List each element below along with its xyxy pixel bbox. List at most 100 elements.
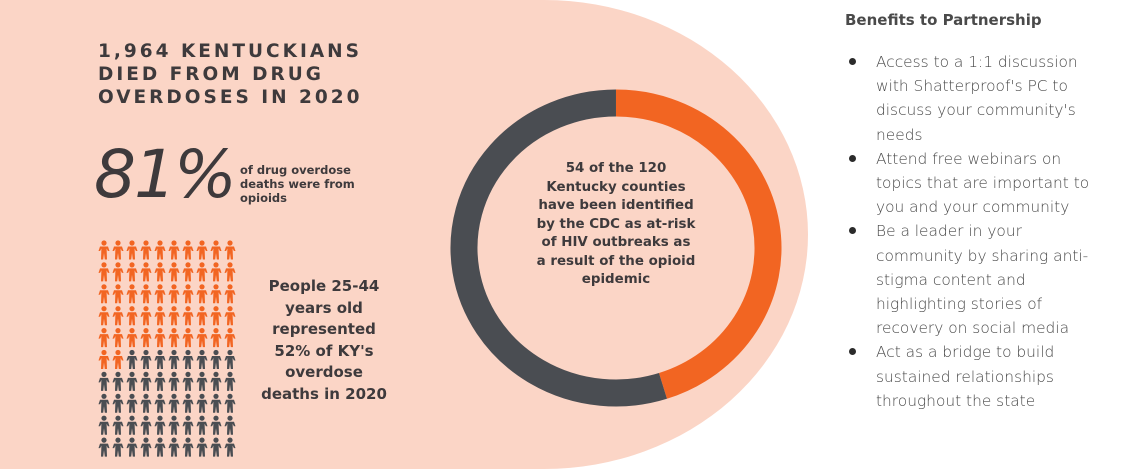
- benefit-line: Attend free webinars on: [876, 149, 1062, 168]
- person-icon: [182, 284, 194, 304]
- person-icon: [98, 328, 110, 348]
- person-icon: [196, 240, 208, 260]
- person-icon: [196, 415, 208, 435]
- note-line: opioids: [240, 191, 287, 205]
- opioid-percentage-note: of drug overdose deaths were from opioid…: [240, 163, 390, 205]
- note-line: years old: [285, 298, 363, 317]
- person-icon: [196, 349, 208, 369]
- person-icon: [112, 437, 124, 457]
- person-icon: [210, 371, 222, 391]
- person-icon: [196, 284, 208, 304]
- county-line: 54 of the 120: [565, 161, 667, 176]
- person-icon: [140, 349, 152, 369]
- person-icon: [140, 306, 152, 326]
- person-icon: [224, 349, 236, 369]
- person-icon: [210, 393, 222, 413]
- person-icon: [140, 393, 152, 413]
- person-icon: [224, 328, 236, 348]
- person-icon: [112, 284, 124, 304]
- note-line: of drug overdose: [240, 163, 351, 177]
- opioid-percentage: 81%: [94, 136, 237, 213]
- benefit-line: Act as a bridge to build: [876, 343, 1055, 362]
- person-icon: [140, 240, 152, 260]
- person-icon: [210, 284, 222, 304]
- person-icon: [182, 306, 194, 326]
- person-icon: [154, 240, 166, 260]
- person-icon: [168, 349, 180, 369]
- person-icon: [98, 393, 110, 413]
- person-icon: [154, 306, 166, 326]
- headline-line: 1,964 KENTUCKIANS: [98, 41, 362, 62]
- benefit-line: Access to a 1:1 discussion: [876, 53, 1078, 71]
- person-icon: [98, 349, 110, 369]
- person-icon: [154, 262, 166, 282]
- person-icon: [98, 371, 110, 391]
- person-icon: [168, 393, 180, 413]
- person-icon: [126, 437, 138, 457]
- person-icon: [196, 393, 208, 413]
- bullet-icon: [849, 154, 856, 162]
- person-icon: [182, 415, 194, 435]
- person-icon: [98, 437, 110, 457]
- benefit-line: community by sharing anti-: [876, 246, 1089, 265]
- person-icon: [168, 437, 180, 457]
- person-icon: [224, 393, 236, 413]
- county-stat-text: 54 of the 120 Kentucky counties have bee…: [504, 160, 728, 290]
- person-icon: [196, 328, 208, 348]
- person-icon: [196, 437, 208, 457]
- person-icon: [112, 393, 124, 413]
- person-icon: [210, 328, 222, 348]
- benefit-line: sustained relationships: [876, 367, 1054, 386]
- benefit-line: highlighting stories of: [876, 295, 1043, 314]
- person-icon: [154, 371, 166, 391]
- note-line: represented: [272, 320, 376, 338]
- infographic-panel: 1,964 KENTUCKIANS DIED FROM DRUG OVERDOS…: [0, 0, 808, 469]
- person-icon: [182, 393, 194, 413]
- person-icon: [126, 240, 138, 260]
- person-icon: [112, 349, 124, 369]
- person-icon: [112, 306, 124, 326]
- person-icon: [126, 262, 138, 282]
- person-icon: [182, 240, 194, 260]
- person-icon: [126, 393, 138, 413]
- benefit-line: with Shatterproof's PC to: [876, 77, 1068, 96]
- person-icon: [154, 437, 166, 457]
- person-icon: [182, 437, 194, 457]
- person-icon: [182, 371, 194, 391]
- person-icon: [140, 328, 152, 348]
- note-line: 52% of KY's: [274, 341, 374, 360]
- person-icon: [210, 437, 222, 457]
- county-line: of HIV outbreaks as: [541, 235, 691, 250]
- people-pictogram: [98, 240, 236, 457]
- person-icon: [210, 262, 222, 282]
- person-icon: [196, 262, 208, 282]
- note-line: People 25-44: [268, 277, 380, 295]
- person-icon: [112, 371, 124, 391]
- person-icon: [182, 262, 194, 282]
- headline: 1,964 KENTUCKIANS DIED FROM DRUG OVERDOS…: [98, 40, 363, 109]
- person-icon: [140, 262, 152, 282]
- person-icon: [154, 349, 166, 369]
- person-icon: [210, 240, 222, 260]
- person-icon: [126, 306, 138, 326]
- person-icon: [168, 328, 180, 348]
- person-icon: [112, 415, 124, 435]
- benefit-line: discuss your community's: [876, 101, 1076, 120]
- person-icon: [168, 415, 180, 435]
- person-icon: [126, 349, 138, 369]
- person-icon: [98, 262, 110, 282]
- person-icon: [168, 262, 180, 282]
- person-icon: [224, 437, 236, 457]
- person-icon: [140, 437, 152, 457]
- person-icon: [98, 284, 110, 304]
- county-line: Kentucky counties: [546, 179, 686, 195]
- note-line: overdose: [285, 363, 363, 381]
- person-icon: [126, 284, 138, 304]
- benefit-line: Be a leader in your: [876, 222, 1022, 241]
- person-icon: [224, 284, 236, 304]
- person-icon: [98, 240, 110, 260]
- person-icon: [98, 306, 110, 326]
- county-donut-chart: [450, 89, 782, 407]
- person-icon: [140, 284, 152, 304]
- benefit-line: topics that are important to: [876, 174, 1090, 193]
